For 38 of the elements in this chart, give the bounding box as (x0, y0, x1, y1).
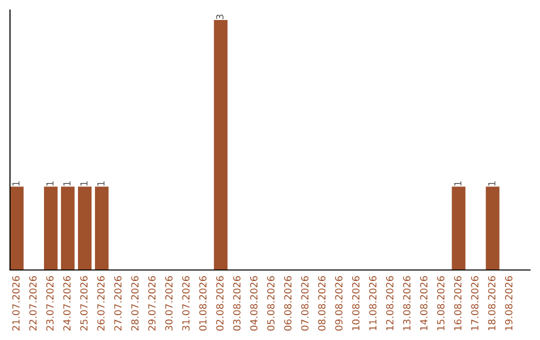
data-label: 1 (454, 181, 462, 186)
x-tick-label: 02.08.2026 (216, 276, 224, 331)
x-tick-label: 24.07.2026 (63, 276, 71, 331)
x-tick-label: 27.07.2026 (114, 276, 122, 331)
x-tick-label: 03.08.2026 (233, 276, 241, 331)
x-tick-label: 31.07.2026 (182, 276, 190, 330)
x-tick-label: 12.08.2026 (386, 276, 394, 330)
x-tick-label: 25.07.2026 (80, 276, 88, 331)
data-label: 3 (216, 14, 224, 20)
x-tick-label: 26.07.2026 (97, 276, 105, 331)
x-tick-label: 29.07.2026 (148, 276, 156, 331)
x-tick-label: 07.08.2026 (301, 276, 309, 331)
x-tick-label: 05.08.2026 (267, 276, 275, 331)
data-label: 1 (63, 181, 70, 186)
x-tick-label: 22.07.2026 (29, 276, 37, 331)
x-tick-label: 08.08.2026 (318, 276, 326, 331)
x-tick-label: 04.08.2026 (250, 276, 258, 331)
x-tick-label: 23.07.2026 (46, 276, 54, 331)
x-tick-label: 28.07.2026 (131, 276, 139, 331)
x-tick-label: 09.08.2026 (335, 276, 342, 331)
x-tick-label: 11.08.2026 (369, 276, 376, 330)
x-tick-label: 10.08.2026 (352, 276, 360, 330)
x-tick-label: 18.08.2026 (488, 276, 496, 330)
data-label: 1 (80, 181, 88, 186)
x-tick-label: 21.07.2026 (12, 276, 20, 331)
x-tick-label: 13.08.2026 (403, 276, 410, 330)
x-tick-label: 30.07.2026 (165, 276, 173, 330)
x-tick-label: 14.08.2026 (420, 276, 428, 330)
x-tick-label: 06.08.2026 (284, 276, 292, 331)
data-label: 1 (12, 181, 20, 186)
data-label: 1 (46, 181, 54, 186)
x-tick-label: 01.08.2026 (199, 276, 207, 331)
x-tick-label: 16.08.2026 (454, 276, 462, 330)
x-tick-label: 19.08.2026 (505, 276, 512, 330)
x-tick-label: 15.08.2026 (437, 276, 444, 330)
data-label: 1 (488, 181, 496, 186)
x-tick-label: 17.08.2026 (471, 276, 478, 330)
data-label: 1 (97, 181, 104, 186)
